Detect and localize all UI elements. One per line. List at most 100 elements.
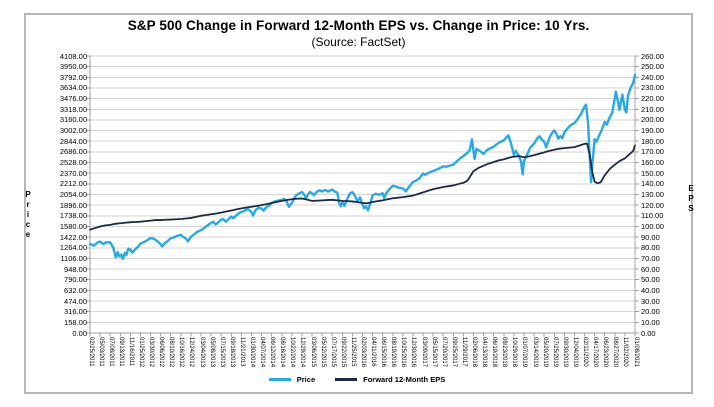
left-axis-title-letter: i: [26, 210, 30, 219]
x-axis-tick-label: 03/09/2017: [420, 337, 427, 368]
right-axis-title-letter: S: [688, 204, 694, 213]
x-axis-tick-label: 08/18/2014: [279, 337, 286, 368]
x-axis-tick-label: 07/15/2013: [218, 337, 225, 368]
x-axis-tick-label: 06/12/2014: [269, 337, 276, 368]
x-axis-tick-label: 10/29/2018: [511, 337, 518, 368]
x-axis-tick-label: 12/04/2019: [571, 337, 578, 368]
x-axis-tick-label: 03/06/2015: [309, 337, 316, 368]
left-axis-tick-label: 1896.00: [59, 200, 87, 210]
x-axis-tick-label: 09/18/2013: [228, 337, 235, 368]
right-axis-tick-label: 60.00: [641, 264, 660, 274]
right-axis-tick-label: 50.00: [641, 275, 660, 285]
left-axis-title-letter: e: [25, 230, 31, 239]
left-axis-tick-label: 632.00: [64, 285, 87, 295]
x-axis-tick-label: 03/04/2013: [198, 337, 205, 368]
x-axis-tick-label: 01/30/2014: [248, 337, 255, 368]
right-axis-tick-label: 130.00: [641, 190, 664, 199]
left-axis-tick-label: 1264.00: [59, 243, 87, 253]
x-axis-tick-label: 09/25/2017: [450, 337, 457, 368]
left-axis-tick-label: 2212.00: [59, 179, 87, 189]
x-axis-tick-label: 06/23/2020: [602, 337, 609, 368]
right-axis-tick-label: 120.00: [641, 200, 664, 210]
left-axis-tick-label: 1580.00: [59, 221, 87, 231]
left-axis-tick-label: 158.00: [64, 317, 87, 327]
x-axis-tick-label: 03/30/2012: [148, 337, 155, 368]
x-axis-tick-label: 05/08/2013: [208, 337, 215, 368]
x-axis-tick-label: 05/03/2011: [97, 337, 104, 367]
right-axis-tick-label: 90.00: [641, 232, 660, 242]
x-axis-tick-label: 08/10/2012: [168, 337, 175, 368]
x-axis-tick-label: 09/30/2019: [561, 337, 568, 368]
left-axis-tick-label: 0.00: [72, 328, 87, 338]
right-axis-tick-label: 100.00: [641, 221, 664, 231]
x-axis-tick-label: 07/17/2015: [329, 337, 336, 368]
left-axis-tick-label: 948.00: [64, 264, 87, 274]
x-axis-tick-label: 04/07/2014: [259, 337, 266, 368]
price-series-line: [88, 73, 637, 261]
x-axis-tick-label: 10/25/2016: [400, 337, 407, 368]
x-axis-tick-label: 05/20/2019: [541, 337, 548, 368]
x-axis-tick-label: 10/22/2014: [289, 337, 296, 368]
x-axis-tick-label: 09/13/2011: [117, 337, 124, 367]
right-axis-tick-label: 180.00: [641, 136, 664, 146]
left-axis-tick-label: 2686.00: [59, 147, 87, 157]
x-axis-tick-label: 12/30/2016: [410, 337, 417, 368]
x-axis-tick-label: 06/06/2012: [158, 337, 165, 368]
left-axis-tick-label: 3634.00: [59, 83, 87, 93]
x-axis-tick-label: 06/19/2018: [491, 337, 498, 368]
x-axis-tick-label: 07/20/2017: [440, 337, 447, 368]
left-axis-tick-label: 3792.00: [59, 72, 87, 82]
x-axis-tick-label: 01/08/2021: [632, 337, 639, 368]
chart-figure: S&P 500 Change in Forward 12-Month EPS v…: [24, 13, 693, 394]
x-axis-tick-label: 08/19/2016: [390, 337, 397, 368]
right-axis-tick-label: 70.00: [641, 253, 660, 263]
eps-series-line: [89, 142, 636, 231]
left-axis-tick-label: 474.00: [64, 296, 87, 306]
right-axis-tick-label: 210.00: [641, 104, 664, 114]
left-axis-tick-label: 3476.00: [59, 94, 87, 104]
x-axis-tick-label: 04/13/2018: [481, 337, 488, 368]
right-axis-tick-label: 10.00: [641, 317, 660, 327]
right-axis-tick-label: 40.00: [641, 285, 660, 295]
right-axis-tick-label: 190.00: [641, 126, 664, 136]
right-axis-tick-label: 20.00: [641, 307, 660, 317]
x-axis-tick-label: 12/29/2014: [299, 337, 306, 368]
x-axis-tick-label: 02/25/2011: [87, 337, 94, 367]
left-axis-tick-label: 1422.00: [59, 232, 87, 242]
right-axis-tick-label: 240.00: [641, 72, 664, 82]
left-axis-tick-label: 2844.00: [59, 136, 87, 146]
right-axis-tick-label: 250.00: [641, 62, 664, 72]
left-axis-title-letter: c: [25, 220, 31, 229]
right-axis-tick-label: 260.00: [641, 51, 664, 61]
right-axis-tick-label: 220.00: [641, 94, 664, 104]
x-axis-tick-label: 11/25/2015: [349, 337, 356, 367]
left-axis-title-letter: r: [26, 200, 30, 209]
x-axis-tick-label: 07/08/2011: [107, 337, 114, 367]
x-axis-tick-label: 11/21/2013: [238, 337, 245, 367]
x-axis-tick-label: 02/06/2018: [471, 337, 478, 368]
x-axis-tick-label: 11/29/2017: [460, 337, 467, 367]
x-axis-tick-label: 09/22/2015: [339, 337, 346, 368]
x-axis-tick-label: 07/25/2019: [551, 337, 558, 368]
left-axis-tick-label: 2528.00: [59, 158, 87, 168]
right-axis-title-letter: P: [688, 194, 694, 203]
price-legend-label: Price: [296, 375, 316, 384]
x-axis-tick-label: 05/12/2015: [319, 337, 326, 368]
x-axis-tick-label: 06/15/2016: [380, 337, 387, 368]
right-axis-tick-label: 150.00: [641, 168, 664, 178]
left-axis-tick-label: 3318.00: [59, 104, 87, 114]
x-axis-tick-label: 08/23/2018: [501, 337, 508, 368]
left-axis-tick-label: 316.00: [64, 307, 87, 317]
left-axis-tick-label: 4108.00: [59, 51, 87, 61]
x-axis-tick-label: 11/02/2020: [622, 337, 629, 367]
chart-subtitle: (Source: FactSet): [311, 35, 406, 49]
left-axis-tick-label: 3950.00: [59, 62, 87, 72]
chart-title: S&P 500 Change in Forward 12-Month EPS v…: [127, 18, 590, 33]
eps-legend-swatch-line: [335, 378, 358, 381]
x-axis-tick-label: 05/15/2017: [430, 337, 437, 368]
x-axis-tick-label: 04/17/2020: [592, 337, 599, 368]
